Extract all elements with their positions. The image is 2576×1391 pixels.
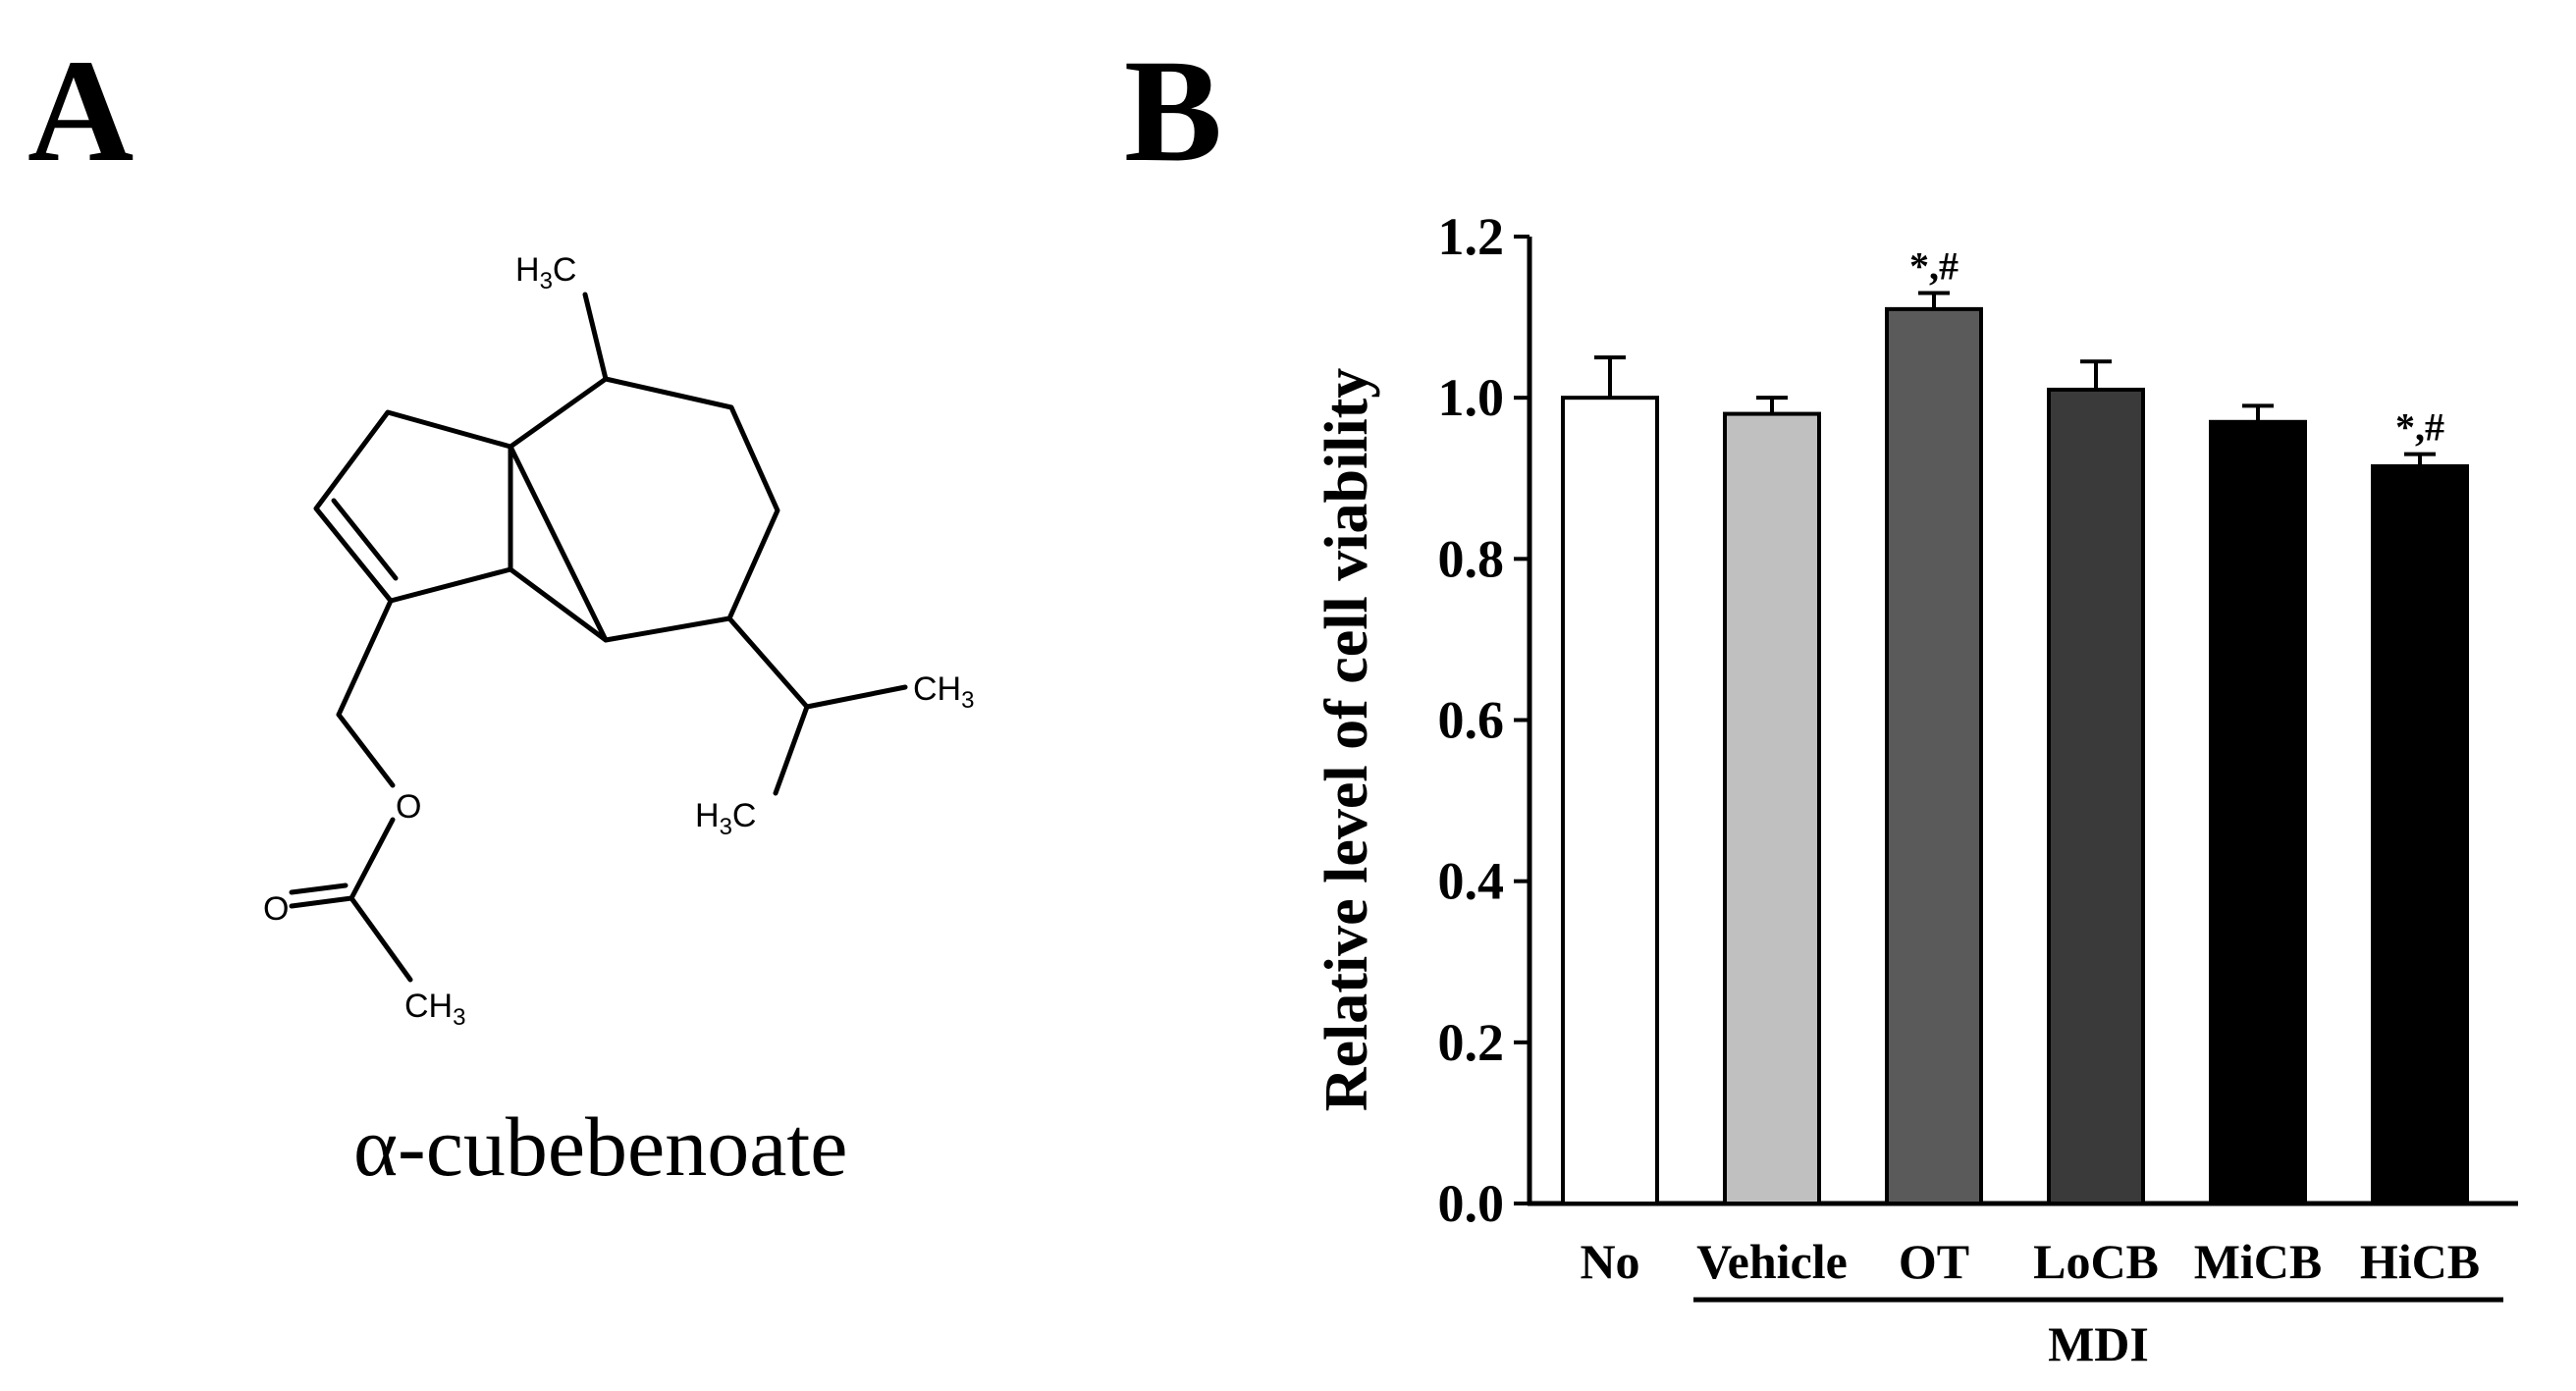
- y-tick-label: 0.2: [1438, 1013, 1505, 1072]
- x-tick-label: Vehicle: [1696, 1234, 1848, 1289]
- y-tick-label: 0.6: [1438, 691, 1505, 750]
- y-tick-label: 0.8: [1438, 529, 1505, 588]
- y-axis-label: Relative level of cell viability: [1314, 368, 1380, 1112]
- bond-isopropyl-methyl-left: [773, 704, 810, 796]
- y-tick-label: 1.2: [1438, 207, 1505, 266]
- atom-label-methyl-top: H3C: [515, 251, 576, 294]
- atom-label-ester-oxygen: O: [396, 788, 421, 826]
- bond-o-c: [349, 817, 396, 901]
- panel-a-letter: A: [27, 29, 134, 192]
- chemical-structure: H3C CH3 H3C O O CH3: [263, 251, 974, 1031]
- y-tick-label: 1.0: [1438, 368, 1505, 427]
- x-tick-label: HiCB: [2360, 1234, 2480, 1289]
- compound-name: α-cubebenoate: [353, 1099, 848, 1194]
- group-label: MDI: [2048, 1316, 2149, 1371]
- bond-cyclopropane: [508, 444, 609, 643]
- bond-ch2-o: [336, 712, 396, 788]
- atom-label-methyl-left: H3C: [695, 797, 756, 840]
- bar-micb: [2209, 419, 2307, 1205]
- bond-isopropyl-methyl-right: [804, 684, 908, 710]
- atom-label-methyl-right: CH3: [913, 670, 974, 714]
- bar-vehicle: [1723, 411, 1821, 1206]
- atom-label-carbonyl-oxygen: O: [263, 890, 289, 928]
- y-tick-label: 0.0: [1438, 1174, 1505, 1233]
- bond-ch2: [336, 598, 394, 718]
- bond-methyl-top: [582, 292, 609, 382]
- y-tick-label: 0.4: [1438, 852, 1505, 911]
- seven-membered-ring: [508, 376, 780, 643]
- x-tick-label: No: [1580, 1234, 1639, 1289]
- x-tick-label: LoCB: [2033, 1234, 2159, 1289]
- x-tick-label: OT: [1899, 1234, 1969, 1289]
- bond-acetyl-methyl: [349, 895, 413, 983]
- bar-ot: [1885, 306, 1983, 1205]
- five-membered-ring: [313, 409, 513, 604]
- x-tick-label: MiCB: [2194, 1234, 2323, 1289]
- panel-b-letter: B: [1124, 29, 1223, 192]
- bar-hicb: [2371, 463, 2469, 1205]
- significance-label: *,#: [1909, 243, 1959, 288]
- bond-carbonyl-double: [289, 883, 349, 895]
- bond-double-ring: [331, 498, 399, 581]
- bond-isopropyl: [726, 615, 810, 710]
- bar-no: [1561, 396, 1659, 1205]
- significance-label: *,#: [2395, 405, 2444, 450]
- bar-locb: [2047, 387, 2145, 1206]
- bond-carbonyl: [289, 895, 354, 909]
- atom-label-acetyl-methyl: CH3: [404, 988, 465, 1031]
